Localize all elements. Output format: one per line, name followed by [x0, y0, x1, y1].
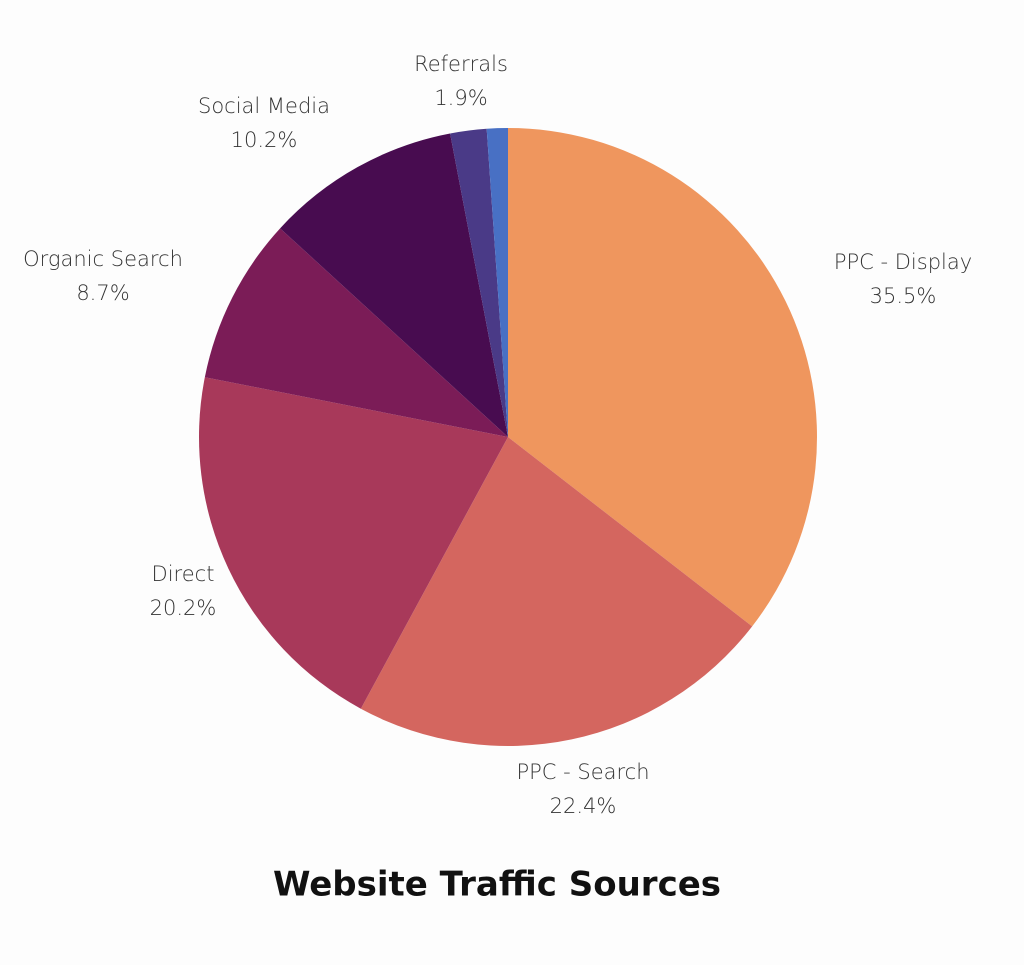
chart-title: Website Traffic Sources: [273, 865, 721, 905]
slice-label: Social Media: [198, 94, 330, 118]
slice-value: 20.2%: [150, 596, 217, 620]
pie-slice: [360, 437, 753, 747]
slice-value: 35.5%: [870, 284, 937, 308]
slice-value: 8.7%: [76, 281, 129, 305]
slice-label: Referrals: [414, 52, 508, 76]
pie-slice: [280, 133, 508, 437]
slice-value: 1.9%: [434, 86, 487, 110]
pie-slice: [486, 128, 508, 437]
slice-value: 10.2%: [231, 128, 298, 152]
slice-label: PPC - Display: [834, 250, 972, 274]
slice-label: Direct: [152, 562, 215, 586]
pie-slice: [204, 228, 509, 437]
pie-slice: [508, 128, 818, 627]
slice-value: 22.4%: [550, 794, 617, 818]
slice-label: Organic Search: [23, 247, 183, 271]
slice-label: PPC - Search: [516, 760, 649, 784]
pie-slice: [450, 128, 508, 437]
pie-slice: [199, 377, 508, 709]
